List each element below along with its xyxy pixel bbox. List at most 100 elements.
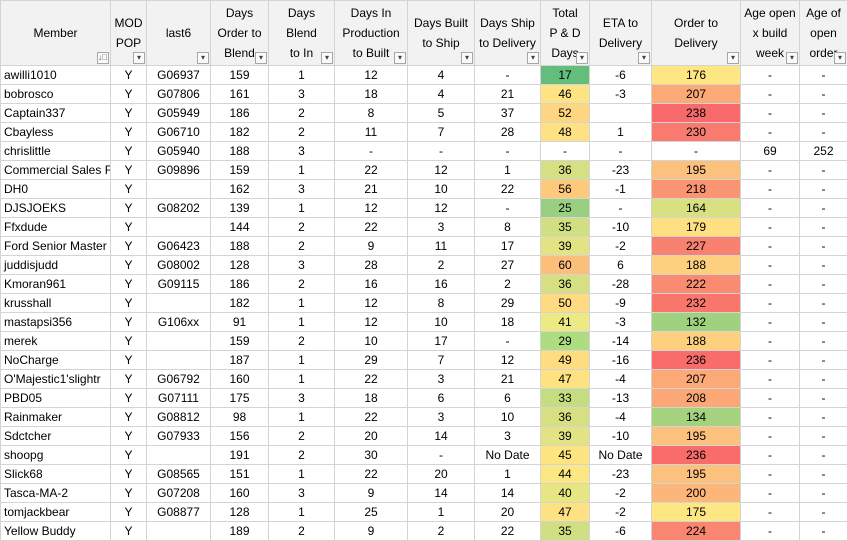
cell-blend-to-prod[interactable]: 1 [269, 408, 335, 427]
cell-age-open-build[interactable]: - [741, 503, 800, 522]
cell-last6[interactable]: G06937 [147, 66, 211, 85]
cell-built-to-ship[interactable]: 4 [408, 85, 475, 104]
column-header-9[interactable]: ETA to Delivery▾ [590, 1, 652, 66]
cell-age-open-build[interactable]: - [741, 484, 800, 503]
cell-built-to-ship[interactable]: 2 [408, 256, 475, 275]
cell-prod-to-built[interactable]: 12 [335, 313, 408, 332]
cell-built-to-ship[interactable]: 4 [408, 66, 475, 85]
dropdown-arrow-icon[interactable]: ▾ [255, 52, 267, 64]
cell-prod-to-built[interactable]: 22 [335, 218, 408, 237]
cell-built-to-ship[interactable]: 7 [408, 351, 475, 370]
cell-order-to-blend[interactable]: 187 [211, 351, 269, 370]
cell-last6[interactable]: G07933 [147, 427, 211, 446]
cell-built-to-ship[interactable]: 14 [408, 484, 475, 503]
cell-age-open-build[interactable]: - [741, 427, 800, 446]
cell-ship-to-delivery[interactable]: - [475, 142, 541, 161]
cell-age-open-build[interactable]: - [741, 446, 800, 465]
cell-blend-to-prod[interactable]: 3 [269, 180, 335, 199]
cell-blend-to-prod[interactable]: 3 [269, 85, 335, 104]
cell-age-open-build[interactable]: - [741, 161, 800, 180]
cell-built-to-ship[interactable]: 8 [408, 294, 475, 313]
cell-eta-to-delivery[interactable]: -10 [590, 427, 652, 446]
cell-member[interactable]: PBD05 [1, 389, 111, 408]
cell-blend-to-prod[interactable]: 2 [269, 275, 335, 294]
cell-last6[interactable]: G05949 [147, 104, 211, 123]
cell-total-pd[interactable]: 25 [541, 199, 590, 218]
cell-member[interactable]: Ford Senior Master [1, 237, 111, 256]
cell-eta-to-delivery[interactable]: -4 [590, 370, 652, 389]
cell-ship-to-delivery[interactable]: 14 [475, 484, 541, 503]
cell-age-open-build[interactable]: - [741, 237, 800, 256]
cell-order-to-delivery[interactable]: 230 [652, 123, 741, 142]
cell-order-to-delivery[interactable]: 238 [652, 104, 741, 123]
cell-prod-to-built[interactable]: 21 [335, 180, 408, 199]
cell-member[interactable]: Slick68 [1, 465, 111, 484]
cell-last6[interactable]: G09115 [147, 275, 211, 294]
cell-prod-to-built[interactable]: 18 [335, 389, 408, 408]
cell-last6[interactable] [147, 351, 211, 370]
cell-age-open-build[interactable]: - [741, 66, 800, 85]
cell-prod-to-built[interactable]: 12 [335, 294, 408, 313]
cell-total-pd[interactable]: 17 [541, 66, 590, 85]
cell-eta-to-delivery[interactable]: -23 [590, 161, 652, 180]
cell-ship-to-delivery[interactable]: 1 [475, 465, 541, 484]
cell-age-open-build[interactable]: - [741, 370, 800, 389]
dropdown-arrow-icon[interactable]: ▾ [133, 52, 145, 64]
cell-order-to-delivery[interactable]: 179 [652, 218, 741, 237]
cell-order-to-blend[interactable]: 91 [211, 313, 269, 332]
cell-member[interactable]: krusshall [1, 294, 111, 313]
cell-eta-to-delivery[interactable]: - [590, 142, 652, 161]
cell-age-open-build[interactable]: - [741, 332, 800, 351]
cell-age-open-order[interactable]: - [800, 446, 847, 465]
cell-age-open-order[interactable]: - [800, 465, 847, 484]
column-header-8[interactable]: Total P & D Days▾ [541, 1, 590, 66]
cell-order-to-delivery[interactable]: 224 [652, 522, 741, 541]
cell-built-to-ship[interactable]: 10 [408, 180, 475, 199]
cell-member[interactable]: Commercial Sales F [1, 161, 111, 180]
cell-age-open-build[interactable]: - [741, 180, 800, 199]
cell-member[interactable]: Kmoran961 [1, 275, 111, 294]
cell-prod-to-built[interactable]: 11 [335, 123, 408, 142]
cell-ship-to-delivery[interactable]: 29 [475, 294, 541, 313]
cell-mod-pop[interactable]: Y [111, 370, 147, 389]
cell-total-pd[interactable]: 56 [541, 180, 590, 199]
cell-member[interactable]: DJSJOEKS [1, 199, 111, 218]
cell-built-to-ship[interactable]: 16 [408, 275, 475, 294]
cell-order-to-delivery[interactable]: 200 [652, 484, 741, 503]
cell-last6[interactable] [147, 522, 211, 541]
cell-mod-pop[interactable]: Y [111, 294, 147, 313]
cell-order-to-blend[interactable]: 156 [211, 427, 269, 446]
cell-prod-to-built[interactable]: 29 [335, 351, 408, 370]
cell-eta-to-delivery[interactable]: -28 [590, 275, 652, 294]
cell-order-to-delivery[interactable]: - [652, 142, 741, 161]
cell-age-open-build[interactable]: - [741, 313, 800, 332]
cell-age-open-build[interactable]: - [741, 522, 800, 541]
cell-prod-to-built[interactable]: 20 [335, 427, 408, 446]
cell-mod-pop[interactable]: Y [111, 389, 147, 408]
cell-order-to-blend[interactable]: 159 [211, 161, 269, 180]
cell-total-pd[interactable]: 39 [541, 427, 590, 446]
cell-total-pd[interactable]: 36 [541, 408, 590, 427]
cell-last6[interactable]: G08565 [147, 465, 211, 484]
cell-ship-to-delivery[interactable]: - [475, 199, 541, 218]
cell-mod-pop[interactable]: Y [111, 427, 147, 446]
cell-age-open-order[interactable]: - [800, 332, 847, 351]
cell-ship-to-delivery[interactable]: 6 [475, 389, 541, 408]
cell-prod-to-built[interactable]: 10 [335, 332, 408, 351]
cell-total-pd[interactable]: 45 [541, 446, 590, 465]
cell-eta-to-delivery[interactable]: -9 [590, 294, 652, 313]
column-header-7[interactable]: Days Ship to Delivery▾ [475, 1, 541, 66]
cell-eta-to-delivery[interactable]: 1 [590, 123, 652, 142]
cell-ship-to-delivery[interactable]: No Date [475, 446, 541, 465]
cell-blend-to-prod[interactable]: 3 [269, 142, 335, 161]
cell-age-open-order[interactable]: - [800, 256, 847, 275]
cell-member[interactable]: Cbayless [1, 123, 111, 142]
cell-total-pd[interactable]: 35 [541, 522, 590, 541]
dropdown-arrow-icon[interactable]: ▾ [834, 52, 846, 64]
cell-eta-to-delivery[interactable]: -6 [590, 66, 652, 85]
cell-age-open-order[interactable]: - [800, 484, 847, 503]
cell-total-pd[interactable]: 50 [541, 294, 590, 313]
cell-eta-to-delivery[interactable]: -2 [590, 237, 652, 256]
cell-order-to-blend[interactable]: 159 [211, 332, 269, 351]
cell-ship-to-delivery[interactable]: 37 [475, 104, 541, 123]
